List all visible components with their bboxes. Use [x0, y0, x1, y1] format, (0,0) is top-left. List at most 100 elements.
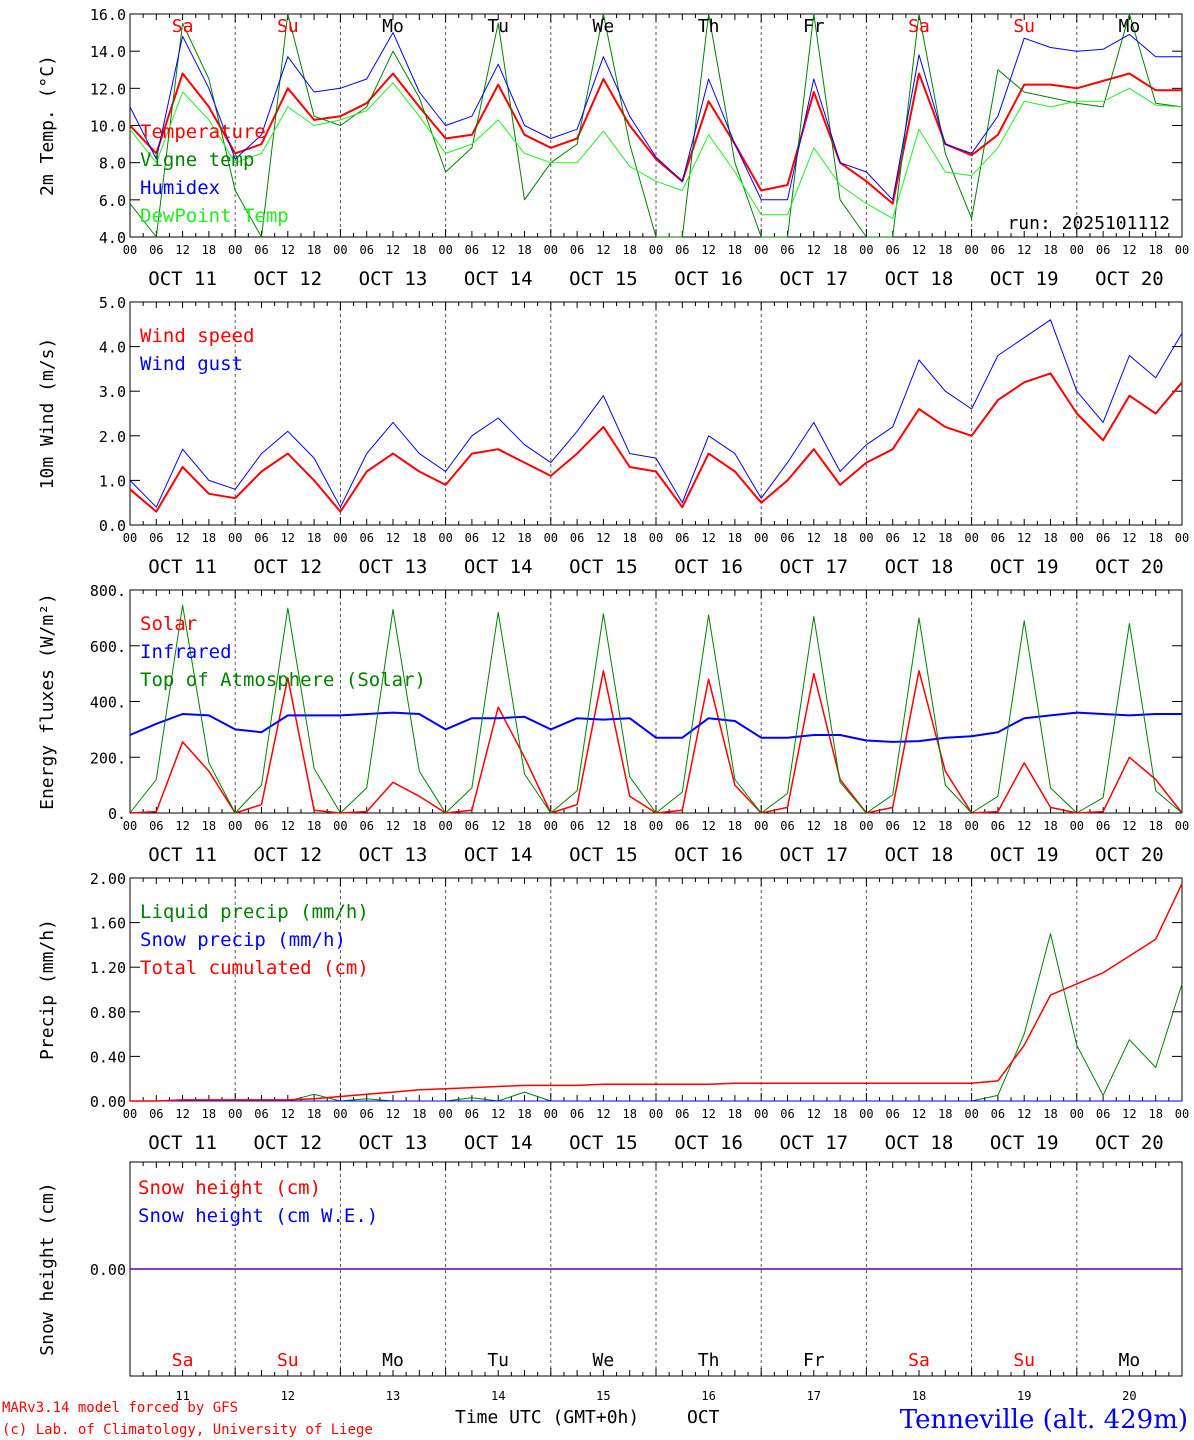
x-hour-label: 00: [859, 531, 873, 545]
x-hour-label: 12: [175, 531, 189, 545]
x-axis-title: Time UTC (GMT+0h): [455, 1407, 639, 1428]
x-hour-label: 00: [859, 1107, 873, 1121]
day-name-label: Mo: [382, 1350, 404, 1371]
x-hour-label: 18: [307, 1107, 321, 1121]
x-hour-label: 18: [938, 531, 952, 545]
x-date-label: OCT 17: [779, 844, 848, 866]
day-name-label: Su: [277, 1350, 299, 1371]
x-hour-label: 12: [912, 531, 926, 545]
x-hour-label: 12: [807, 243, 821, 257]
x-hour-label: 06: [570, 819, 584, 833]
y-axis-title: Energy fluxes (W/m²): [37, 593, 58, 810]
x-hour-label: 18: [202, 531, 216, 545]
y-tick-label: 5.0: [99, 294, 126, 312]
day-number-label: 17: [807, 1389, 821, 1403]
x-hour-label: 12: [281, 1107, 295, 1121]
day-name-label: We: [593, 1350, 615, 1371]
x-date-label: OCT 19: [990, 268, 1059, 290]
x-date-label: OCT 16: [674, 556, 743, 578]
x-hour-label: 18: [1148, 819, 1162, 833]
x-hour-label: 06: [359, 531, 373, 545]
x-date-label: OCT 13: [359, 556, 428, 578]
x-hour-label: 00: [964, 243, 978, 257]
x-hour-label: 00: [228, 531, 242, 545]
x-hour-label: 06: [780, 243, 794, 257]
x-date-label: OCT 14: [464, 268, 533, 290]
x-hour-label: 00: [333, 819, 347, 833]
legend-entry: Wind gust: [140, 353, 243, 375]
y-tick-label: 800.: [90, 582, 126, 600]
legend-entry: Snow height (cm): [138, 1177, 321, 1199]
x-date-label: OCT 11: [148, 556, 217, 578]
x-hour-label: 12: [1017, 531, 1031, 545]
series-line-wind-gust: [129, 319, 1183, 508]
x-hour-label: 18: [1148, 531, 1162, 545]
x-hour-label: 18: [728, 1107, 742, 1121]
legend-entry: Top of Atmosphere (Solar): [140, 669, 426, 691]
legend-entry: Humidex: [140, 177, 220, 199]
day-name-label: Su: [1013, 16, 1035, 37]
x-hour-label: 06: [780, 1107, 794, 1121]
y-tick-label: 400.: [90, 694, 126, 712]
x-hour-label: 12: [912, 1107, 926, 1121]
x-hour-label: 12: [596, 1107, 610, 1121]
x-hour-label: 12: [386, 1107, 400, 1121]
x-hour-label: 06: [254, 531, 268, 545]
x-hour-label: 18: [307, 243, 321, 257]
x-hour-label: 18: [202, 1107, 216, 1121]
y-tick-label: 4.0: [99, 339, 126, 357]
panel-wind: 00 06 12 18 OCT 11 00 06 12 18 OCT 12 00 06 12 18 OCT …: [37, 294, 1189, 578]
x-date-label: OCT 15: [569, 556, 638, 578]
y-tick-label: 12.0: [90, 80, 126, 98]
x-hour-label: 12: [491, 531, 505, 545]
footer-model-line2: (c) Lab. of Climatology, University of L…: [2, 1422, 373, 1438]
x-hour-label: 06: [254, 819, 268, 833]
x-hour-label: 18: [622, 819, 636, 833]
x-hour-label: 06: [149, 243, 163, 257]
legend-entry: Temperature: [140, 121, 266, 143]
x-hour-label: 06: [465, 819, 479, 833]
y-tick-label: 600.: [90, 638, 126, 656]
y-axis-title: 2m Temp. (°C): [37, 55, 58, 196]
day-number-label: 19: [1017, 1389, 1031, 1403]
x-date-label: OCT 20: [1095, 844, 1164, 866]
x-date-label: OCT 14: [464, 844, 533, 866]
x-hour-label: 06: [149, 1107, 163, 1121]
x-date-label: OCT 17: [779, 1132, 848, 1154]
x-hour-label: 12: [1017, 1107, 1031, 1121]
legend-entry: DewPoint Temp: [140, 205, 289, 227]
x-hour-label: 12: [491, 1107, 505, 1121]
y-tick-label: 1.0: [99, 472, 126, 490]
x-hour-label: 12: [912, 243, 926, 257]
day-name-label: Th: [698, 1350, 720, 1371]
y-axis-title: Precip (mm/h): [37, 919, 58, 1060]
x-hour-label: 00: [754, 243, 768, 257]
x-hour-label: 06: [885, 531, 899, 545]
day-name-label: Sa: [172, 1350, 194, 1371]
x-hour-label: 00: [1070, 1107, 1084, 1121]
x-hour-label: 18: [728, 531, 742, 545]
x-hour-label: 12: [175, 1107, 189, 1121]
x-hour-label: 18: [412, 819, 426, 833]
day-name-label: Sa: [908, 16, 930, 37]
y-tick-label: 3.0: [99, 383, 126, 401]
y-tick-label: 0.40: [90, 1048, 126, 1066]
legend-entry: Wind speed: [140, 325, 254, 347]
x-hour-label: 12: [175, 819, 189, 833]
y-tick-label: 200.: [90, 749, 126, 767]
x-hour-label: 00: [228, 243, 242, 257]
panel-temperature: 00 06 12 18 OCT 11 00 06 12 18 OCT 12 00 06 12 18 OCT …: [37, 6, 1189, 290]
x-hour-label: 12: [1122, 243, 1136, 257]
x-date-label: OCT 15: [569, 1132, 638, 1154]
x-hour-label: 06: [885, 1107, 899, 1121]
x-hour-label: 00: [333, 243, 347, 257]
y-tick-label: 0.0: [99, 517, 126, 535]
legend-entry: Vigne temp: [140, 149, 254, 171]
x-hour-label: 18: [833, 531, 847, 545]
series-line-vigne-temp: [129, 13, 1183, 238]
x-date-label: OCT 18: [885, 844, 954, 866]
x-hour-label: 12: [596, 531, 610, 545]
x-hour-label: 12: [596, 243, 610, 257]
run-annotation: run: 2025101112: [1007, 213, 1170, 234]
series-line-humidex: [129, 32, 1182, 201]
